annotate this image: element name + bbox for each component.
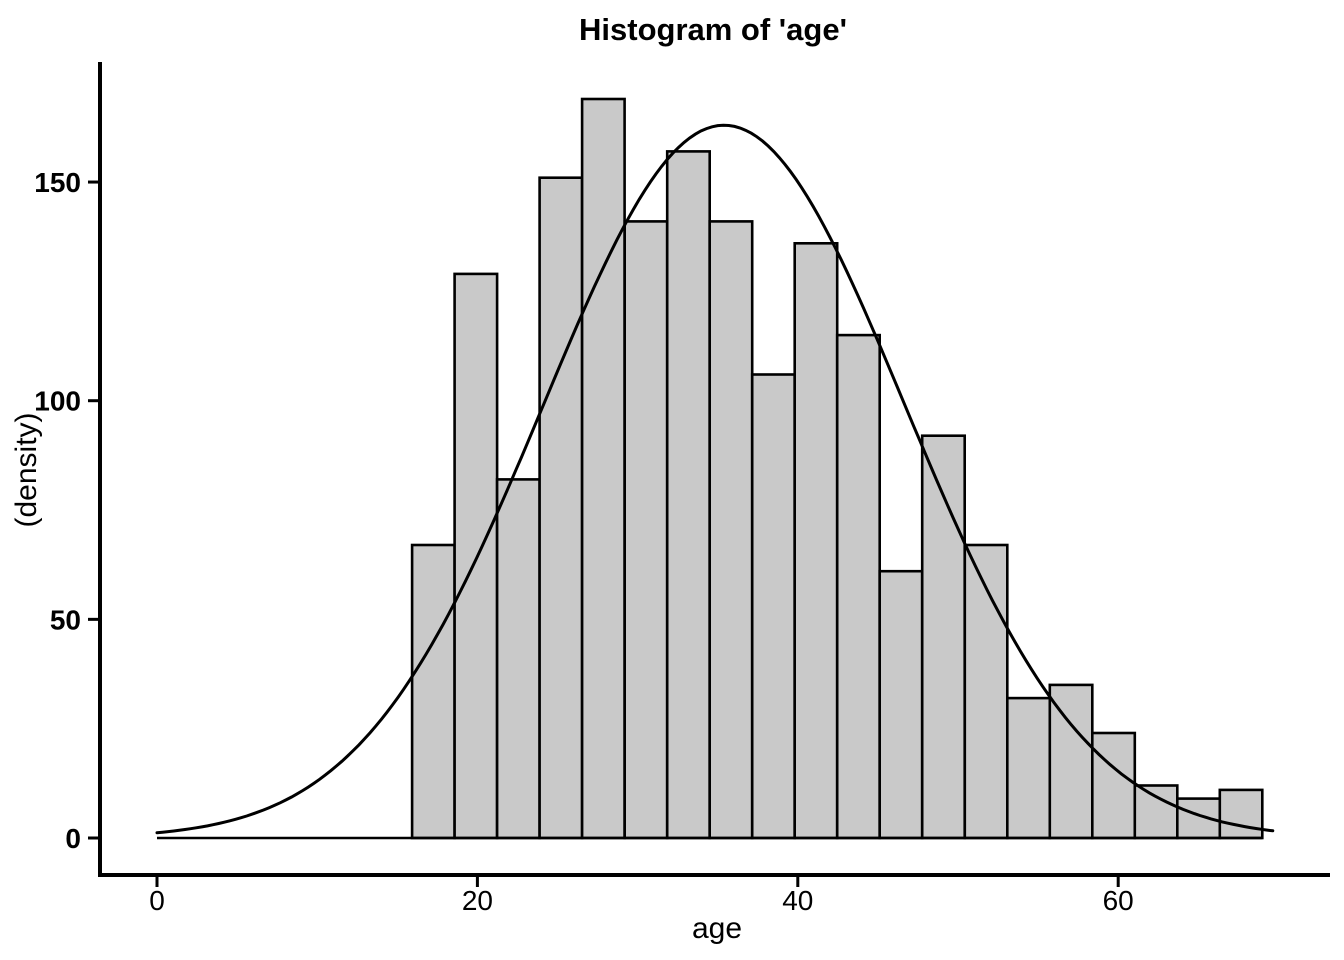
density-curve [155, 123, 1275, 835]
histogram-bar [580, 97, 626, 840]
histogram-bar [665, 150, 712, 840]
y-axis-ticks: 0 50 100 150 [34, 167, 100, 854]
y-tick-label: 150 [34, 167, 81, 198]
histogram-bar [1133, 784, 1179, 840]
histogram-bar [453, 272, 499, 840]
x-tick-label: 40 [782, 885, 813, 916]
y-tick-label: 50 [50, 604, 81, 635]
histogram-bar [878, 569, 924, 840]
histogram-bar [410, 543, 456, 840]
x-axis-label: age [692, 912, 742, 945]
histogram-bar [538, 176, 584, 840]
x-tick-label: 0 [149, 885, 165, 916]
y-tick-label: 100 [34, 386, 81, 417]
chart-title: Histogram of 'age' [579, 12, 847, 47]
histogram-bar [1005, 696, 1052, 840]
x-tick-label: 60 [1103, 885, 1134, 916]
histogram-bar [750, 373, 797, 840]
histogram-bar [920, 434, 967, 840]
histogram-bar [1218, 788, 1264, 840]
histogram-bar [623, 220, 669, 840]
histogram-bar [1091, 731, 1137, 840]
histogram-bars [410, 97, 1264, 840]
y-tick-label: 0 [65, 823, 81, 854]
x-tick-label: 20 [462, 885, 493, 916]
histogram-bar [495, 478, 541, 840]
y-axis-label: (density) [10, 412, 43, 527]
x-axis-ticks: 0 20 40 60 [149, 875, 1134, 916]
histogram-bar [793, 242, 839, 840]
histogram-bar [708, 220, 754, 840]
histogram-bar [835, 333, 882, 840]
